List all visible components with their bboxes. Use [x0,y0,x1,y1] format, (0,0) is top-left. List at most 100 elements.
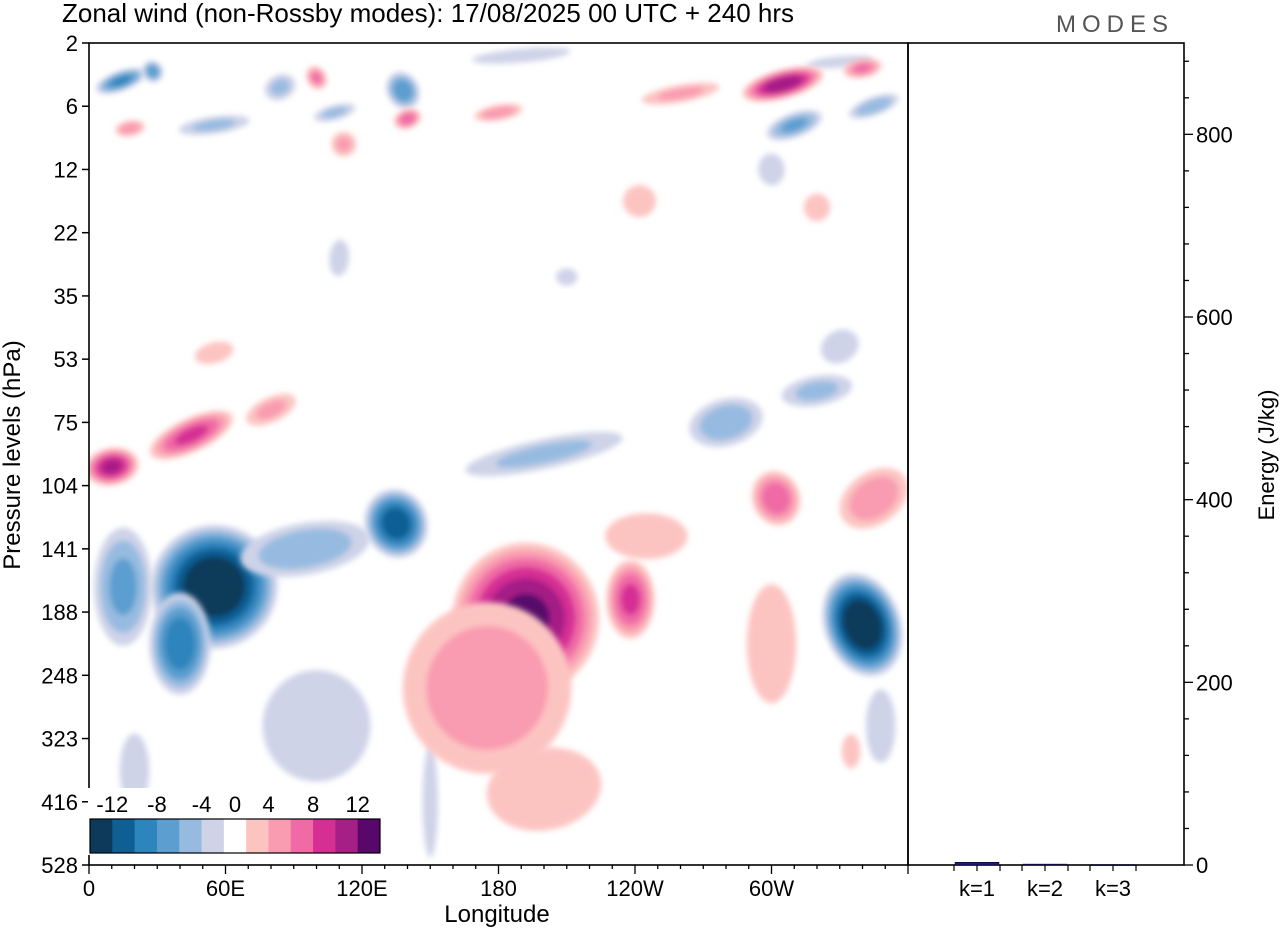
y-tick-label: 2 [66,31,78,56]
contour-blob [89,447,139,486]
colorbar-swatch [357,819,381,853]
energy-bar-label: k=3 [1095,876,1131,901]
contour-level [761,482,791,515]
colorbar-swatch [156,819,180,853]
x-axis-label: Longitude [444,901,549,928]
contour-level [329,239,350,277]
contour-level [620,583,641,616]
contour-level [472,47,571,64]
energy-bar-k=1 [954,862,1000,866]
x-tick-label: 120E [336,876,387,901]
x-tick-label: 60W [749,876,794,901]
x-tick-label: 180 [480,876,517,901]
contour-blob [306,66,327,90]
y-tick-label: 528 [41,853,78,878]
contour-blob [313,103,356,122]
y-tick-label: 22 [54,221,78,246]
contour-level [146,65,159,78]
colorbar-tick-label: 12 [345,792,369,817]
contour-level [194,341,234,365]
contour-level [164,617,196,671]
contour-level [174,425,209,446]
contour-blob [465,431,623,477]
y-tick-label: 35 [54,284,78,309]
energy-tick-label: 400 [1196,488,1233,513]
contour-level [481,106,516,119]
contour-blob [486,747,602,831]
contour-blob [149,592,211,695]
energy-panel-frame [907,42,1185,866]
contour-blob [781,374,853,407]
contour-level [426,625,549,751]
contour-blob [820,329,859,364]
contour-level [110,75,131,87]
energy-axis-label: Energy (J/kg) [1254,390,1279,521]
y-tick-label: 416 [41,790,78,815]
contour-blob [240,520,370,577]
energy-bar-label: k=2 [1027,876,1063,901]
contour-level [746,584,797,704]
contour-level [849,476,899,521]
contour-level [321,106,348,119]
contour-blob [394,108,421,130]
energy-bar-k=3 [1090,864,1136,866]
contour-level [102,459,122,474]
contour-blob [264,74,296,101]
contour-blob [142,60,163,83]
y-tick-label: 188 [41,600,78,625]
chart-title: Zonal wind (non-Rossby modes): 17/08/202… [62,0,794,28]
energy-axis: 0 200 400 600 800 [1184,60,1233,878]
contour-blob [865,689,896,763]
contour-level [381,507,411,540]
contour-blob [331,131,357,157]
contour-level [258,528,352,570]
contour-level [699,404,753,441]
contour-blob [758,153,785,186]
contour-blob [474,103,523,122]
contour-blob [746,584,797,704]
energy-tick-label: 200 [1196,670,1233,695]
contour-blob [843,58,882,79]
contour-level [764,75,802,93]
y-tick-label: 75 [54,410,78,435]
contour-blob [641,82,720,105]
modes-watermark: MODES [1056,11,1174,38]
y-tick-label: 12 [54,157,78,182]
colorbar-tick-label: 4 [262,792,274,817]
colorbar-frame [89,818,381,854]
contour-level [865,689,896,763]
longitude-axis: 0 60E 120E 180 120W 60W [83,865,909,901]
colorbar-swatch [134,819,158,853]
contour-level [399,112,416,125]
contour-blob [329,239,350,277]
y-tick-label: 53 [54,347,78,372]
contour-level [270,79,290,96]
colorbar-swatch [90,819,113,853]
colorbar-tick-label: 0 [229,792,241,817]
contour-blob [766,110,822,141]
contour-blob [149,410,234,460]
contour-level [820,329,859,364]
colorbar-swatch [290,819,314,853]
y-tick-label: 141 [41,537,78,562]
x-tick-label: 0 [83,876,95,901]
y-tick-label: 104 [41,474,78,499]
contour-blob [606,560,655,639]
contour-level [555,268,578,286]
contour-blob [364,489,428,558]
contour-blob [472,47,571,64]
colorbar: -12 -8 -4 0 4 8 12 [88,788,382,855]
contour-blob [822,573,903,677]
contour-blob [605,513,688,560]
contour-level [803,193,831,222]
colorbar-swatch [335,819,359,853]
energy-bars: k=1 k=2 k=3 [953,862,1137,901]
energy-tick-label: 0 [1196,853,1208,878]
contour-level [336,136,352,152]
contour-level [842,599,883,651]
contour-blob [115,120,145,137]
colorbar-tick-label: 8 [307,792,319,817]
contour-level [495,440,593,468]
contour-blob [402,602,572,774]
